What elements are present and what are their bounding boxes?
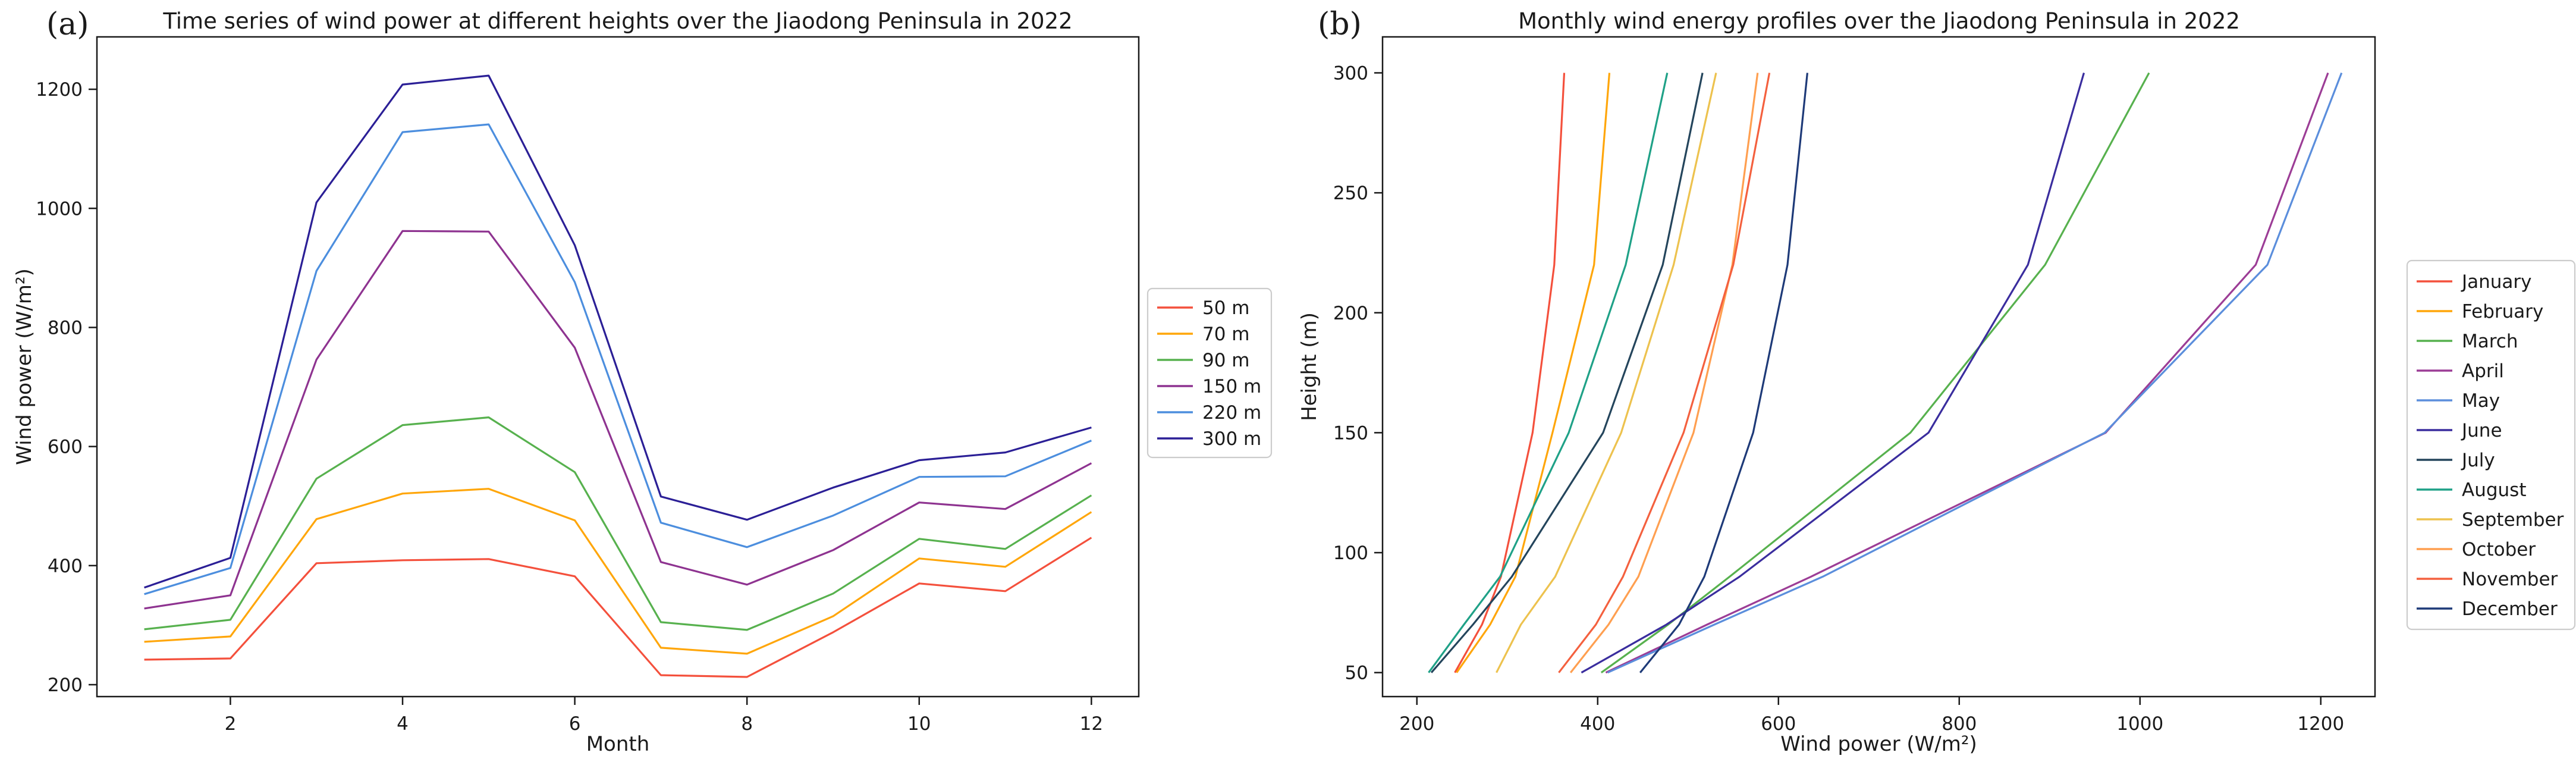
y-tick-label: 800 xyxy=(48,317,83,338)
legend-item-june: June xyxy=(2417,420,2502,441)
legend-item-300-m: 300 m xyxy=(1157,428,1261,450)
x-axis-label: Wind power (W/m²) xyxy=(1780,732,1977,756)
x-tick-label: 400 xyxy=(1580,713,1615,735)
series-line-70-m xyxy=(144,488,1092,655)
legend-item-august: August xyxy=(2417,479,2527,501)
series-line-october xyxy=(1569,73,1759,673)
legend: January February March April May June July Augu… xyxy=(2406,259,2576,631)
series-line-june xyxy=(1581,73,2085,674)
legend-item-90-m: 90 m xyxy=(1157,350,1250,371)
plot-border xyxy=(96,36,1140,698)
legend-label: March xyxy=(2462,331,2518,352)
y-tick-label: 200 xyxy=(1333,303,1368,324)
series-line-february xyxy=(1456,73,1611,673)
x-tick-label: 1200 xyxy=(2297,713,2344,735)
legend-item-february: February xyxy=(2417,301,2543,322)
series-line-december xyxy=(1639,73,1808,673)
panel-b: 200 400 600 800 1000 1200 50 100 150 200 250 300 Win… xyxy=(1288,0,2576,765)
legend-label: 150 m xyxy=(1202,376,1261,397)
series-line-300-m xyxy=(144,74,1092,589)
series-line-september xyxy=(1496,73,1717,673)
series-line-march xyxy=(1600,72,2150,674)
series-line-november xyxy=(1558,73,1771,673)
x-tick-label: 8 xyxy=(741,713,753,735)
y-tick-label: 300 xyxy=(1333,62,1368,84)
y-tick-label: 100 xyxy=(1333,543,1368,564)
legend-label: November xyxy=(2462,569,2558,590)
panel-label: (a) xyxy=(46,7,89,42)
x-tick-label: 800 xyxy=(1942,713,1977,735)
legend-item-50-m: 50 m xyxy=(1157,297,1250,319)
x-tick-label: 2 xyxy=(225,713,237,735)
series-line-july xyxy=(1430,73,1704,673)
x-tick-label: 200 xyxy=(1399,713,1434,735)
chart-title: Monthly wind energy profiles over the Ji… xyxy=(1518,8,2240,34)
legend-label: 50 m xyxy=(1202,297,1250,319)
x-tick-label: 4 xyxy=(397,713,409,735)
legend: 50 m 70 m 90 m 150 m 220 m 300 m xyxy=(1146,287,1273,459)
legend-label: July xyxy=(2461,450,2495,471)
series-line-220-m xyxy=(144,123,1092,595)
y-tick-label: 1200 xyxy=(36,79,83,101)
legend-item-april: April xyxy=(2417,360,2504,382)
series-line-150-m xyxy=(144,230,1092,610)
legend-label: September xyxy=(2462,509,2564,531)
y-axis-label: Height (m) xyxy=(1298,312,1321,421)
series-line-april xyxy=(1605,72,2329,674)
y-tick-label: 1000 xyxy=(36,198,83,220)
x-tick-label: 6 xyxy=(569,713,581,735)
legend-item-70-m: 70 m xyxy=(1157,324,1250,345)
legend-item-march: March xyxy=(2417,331,2518,352)
series-line-may xyxy=(1607,72,2343,674)
legend-item-january: January xyxy=(2417,271,2532,293)
legend-item-november: November xyxy=(2417,569,2558,590)
panel-b-chart: 200 400 600 800 1000 1200 50 100 150 200 250 300 Win… xyxy=(1298,7,2576,756)
legend-label: August xyxy=(2462,479,2527,501)
y-tick-label: 150 xyxy=(1333,422,1368,444)
y-tick-label: 200 xyxy=(48,675,83,696)
legend-label: 220 m xyxy=(1202,402,1261,424)
x-tick-label: 600 xyxy=(1761,713,1796,735)
legend-label: 90 m xyxy=(1202,350,1250,371)
panel-label: (b) xyxy=(1318,7,1362,42)
x-tick-label: 12 xyxy=(1080,713,1103,735)
legend-item-150-m: 150 m xyxy=(1157,376,1261,397)
y-axis-label: Wind power (W/m²) xyxy=(12,268,36,465)
legend-label: May xyxy=(2462,390,2500,412)
series-line-50-m xyxy=(144,537,1092,678)
legend-label: 70 m xyxy=(1202,324,1250,345)
series-line-90-m xyxy=(144,416,1092,631)
panel-a: 2 4 6 8 10 12 200 400 600 800 1000 1200 Month Wind po… xyxy=(12,7,1273,756)
legend-item-december: December xyxy=(2417,598,2558,620)
legend-label: April xyxy=(2462,360,2504,382)
legend-item-september: September xyxy=(2417,509,2564,531)
x-tick-label: 1000 xyxy=(2116,713,2163,735)
y-tick-label: 50 xyxy=(1345,663,1368,684)
legend-label: June xyxy=(2461,420,2502,441)
legend-label: December xyxy=(2462,598,2558,620)
series-line-january xyxy=(1454,73,1566,673)
panel-a-chart: 2 4 6 8 10 12 200 400 600 800 1000 1200 Month Wind po… xyxy=(12,7,1273,756)
chart-title: Time series of wind power at different h… xyxy=(162,8,1072,34)
y-tick-label: 400 xyxy=(48,556,83,577)
legend-label: October xyxy=(2462,539,2536,560)
legend-item-october: October xyxy=(2417,539,2536,560)
series-line-august xyxy=(1428,73,1669,673)
x-axis-label: Month xyxy=(586,732,650,756)
legend-box xyxy=(2406,259,2576,631)
y-tick-label: 250 xyxy=(1333,183,1368,204)
legend-item-july: July xyxy=(2417,450,2495,471)
legend-label: February xyxy=(2462,301,2543,322)
y-tick-label: 600 xyxy=(48,437,83,458)
x-tick-label: 10 xyxy=(907,713,931,735)
legend-item-may: May xyxy=(2417,390,2500,412)
legend-box xyxy=(1146,287,1273,459)
legend-label: 300 m xyxy=(1202,428,1261,450)
legend-item-220-m: 220 m xyxy=(1157,402,1261,424)
legend-label: January xyxy=(2461,271,2532,293)
plot-border xyxy=(1381,36,2376,698)
